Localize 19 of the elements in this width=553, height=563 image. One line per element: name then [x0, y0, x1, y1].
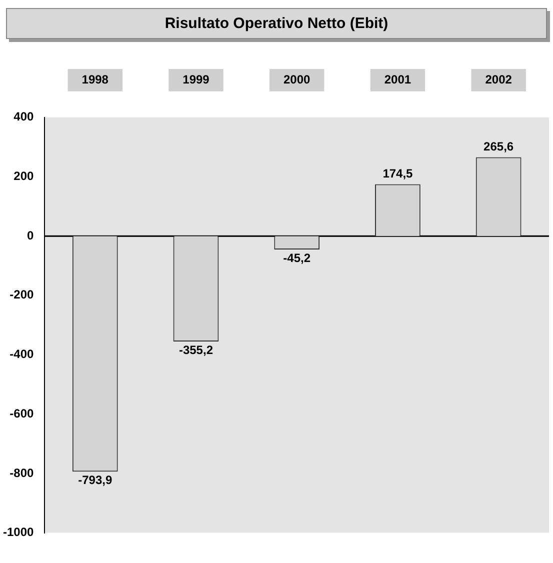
data-label: -793,9 [78, 472, 112, 487]
y-tick-label: 400 [14, 110, 34, 124]
y-tick-label: -400 [10, 347, 34, 362]
data-label: 265,6 [484, 140, 514, 154]
chart-title: Risultato Operativo Netto (Ebit) [6, 8, 547, 39]
y-tick-label: -600 [10, 406, 34, 420]
y-tick-label: -1000 [2, 525, 34, 540]
x-tick-label: 2002 [485, 72, 512, 87]
x-tick-label: 2001 [384, 72, 412, 87]
x-tick-label: 2000 [283, 72, 311, 87]
data-label: -45,2 [283, 250, 311, 265]
y-tick-label: 200 [14, 169, 34, 184]
y-tick-label: -800 [10, 466, 34, 480]
data-label: -355,2 [178, 342, 214, 357]
x-tick-label: 1999 [182, 72, 210, 87]
y-tick-label: 0 [27, 228, 34, 242]
x-tick-label: 1998 [82, 72, 109, 87]
data-label: 174,5 [382, 166, 414, 181]
y-tick-label: -200 [10, 288, 34, 302]
